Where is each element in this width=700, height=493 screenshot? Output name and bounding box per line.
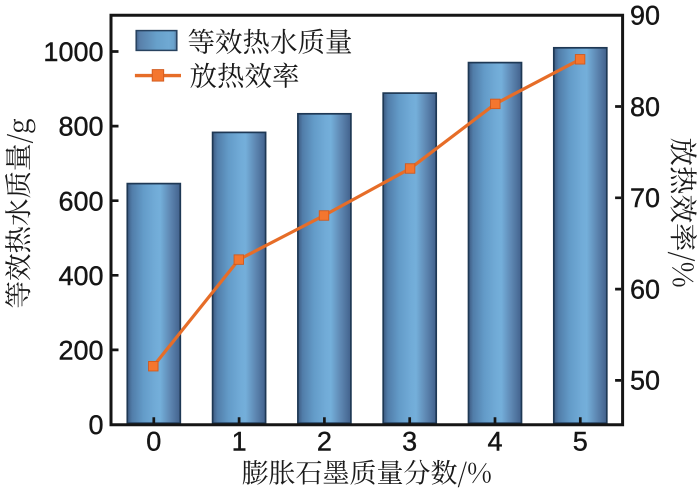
svg-text:600: 600 (58, 186, 103, 216)
svg-text:0: 0 (88, 410, 103, 440)
svg-text:200: 200 (58, 336, 103, 366)
svg-text:80: 80 (630, 92, 660, 122)
svg-text:60: 60 (630, 274, 660, 304)
svg-text:2: 2 (317, 427, 332, 457)
svg-text:800: 800 (58, 112, 103, 142)
svg-text:50: 50 (630, 366, 660, 396)
svg-text:4: 4 (487, 427, 502, 457)
svg-text:90: 90 (630, 1, 660, 31)
svg-text:0: 0 (146, 427, 161, 457)
svg-text:70: 70 (630, 183, 660, 213)
svg-text:3: 3 (402, 427, 417, 457)
svg-text:5: 5 (573, 427, 588, 457)
svg-text:1: 1 (232, 427, 247, 457)
svg-text:400: 400 (58, 261, 103, 291)
svg-text:1000: 1000 (43, 37, 103, 67)
